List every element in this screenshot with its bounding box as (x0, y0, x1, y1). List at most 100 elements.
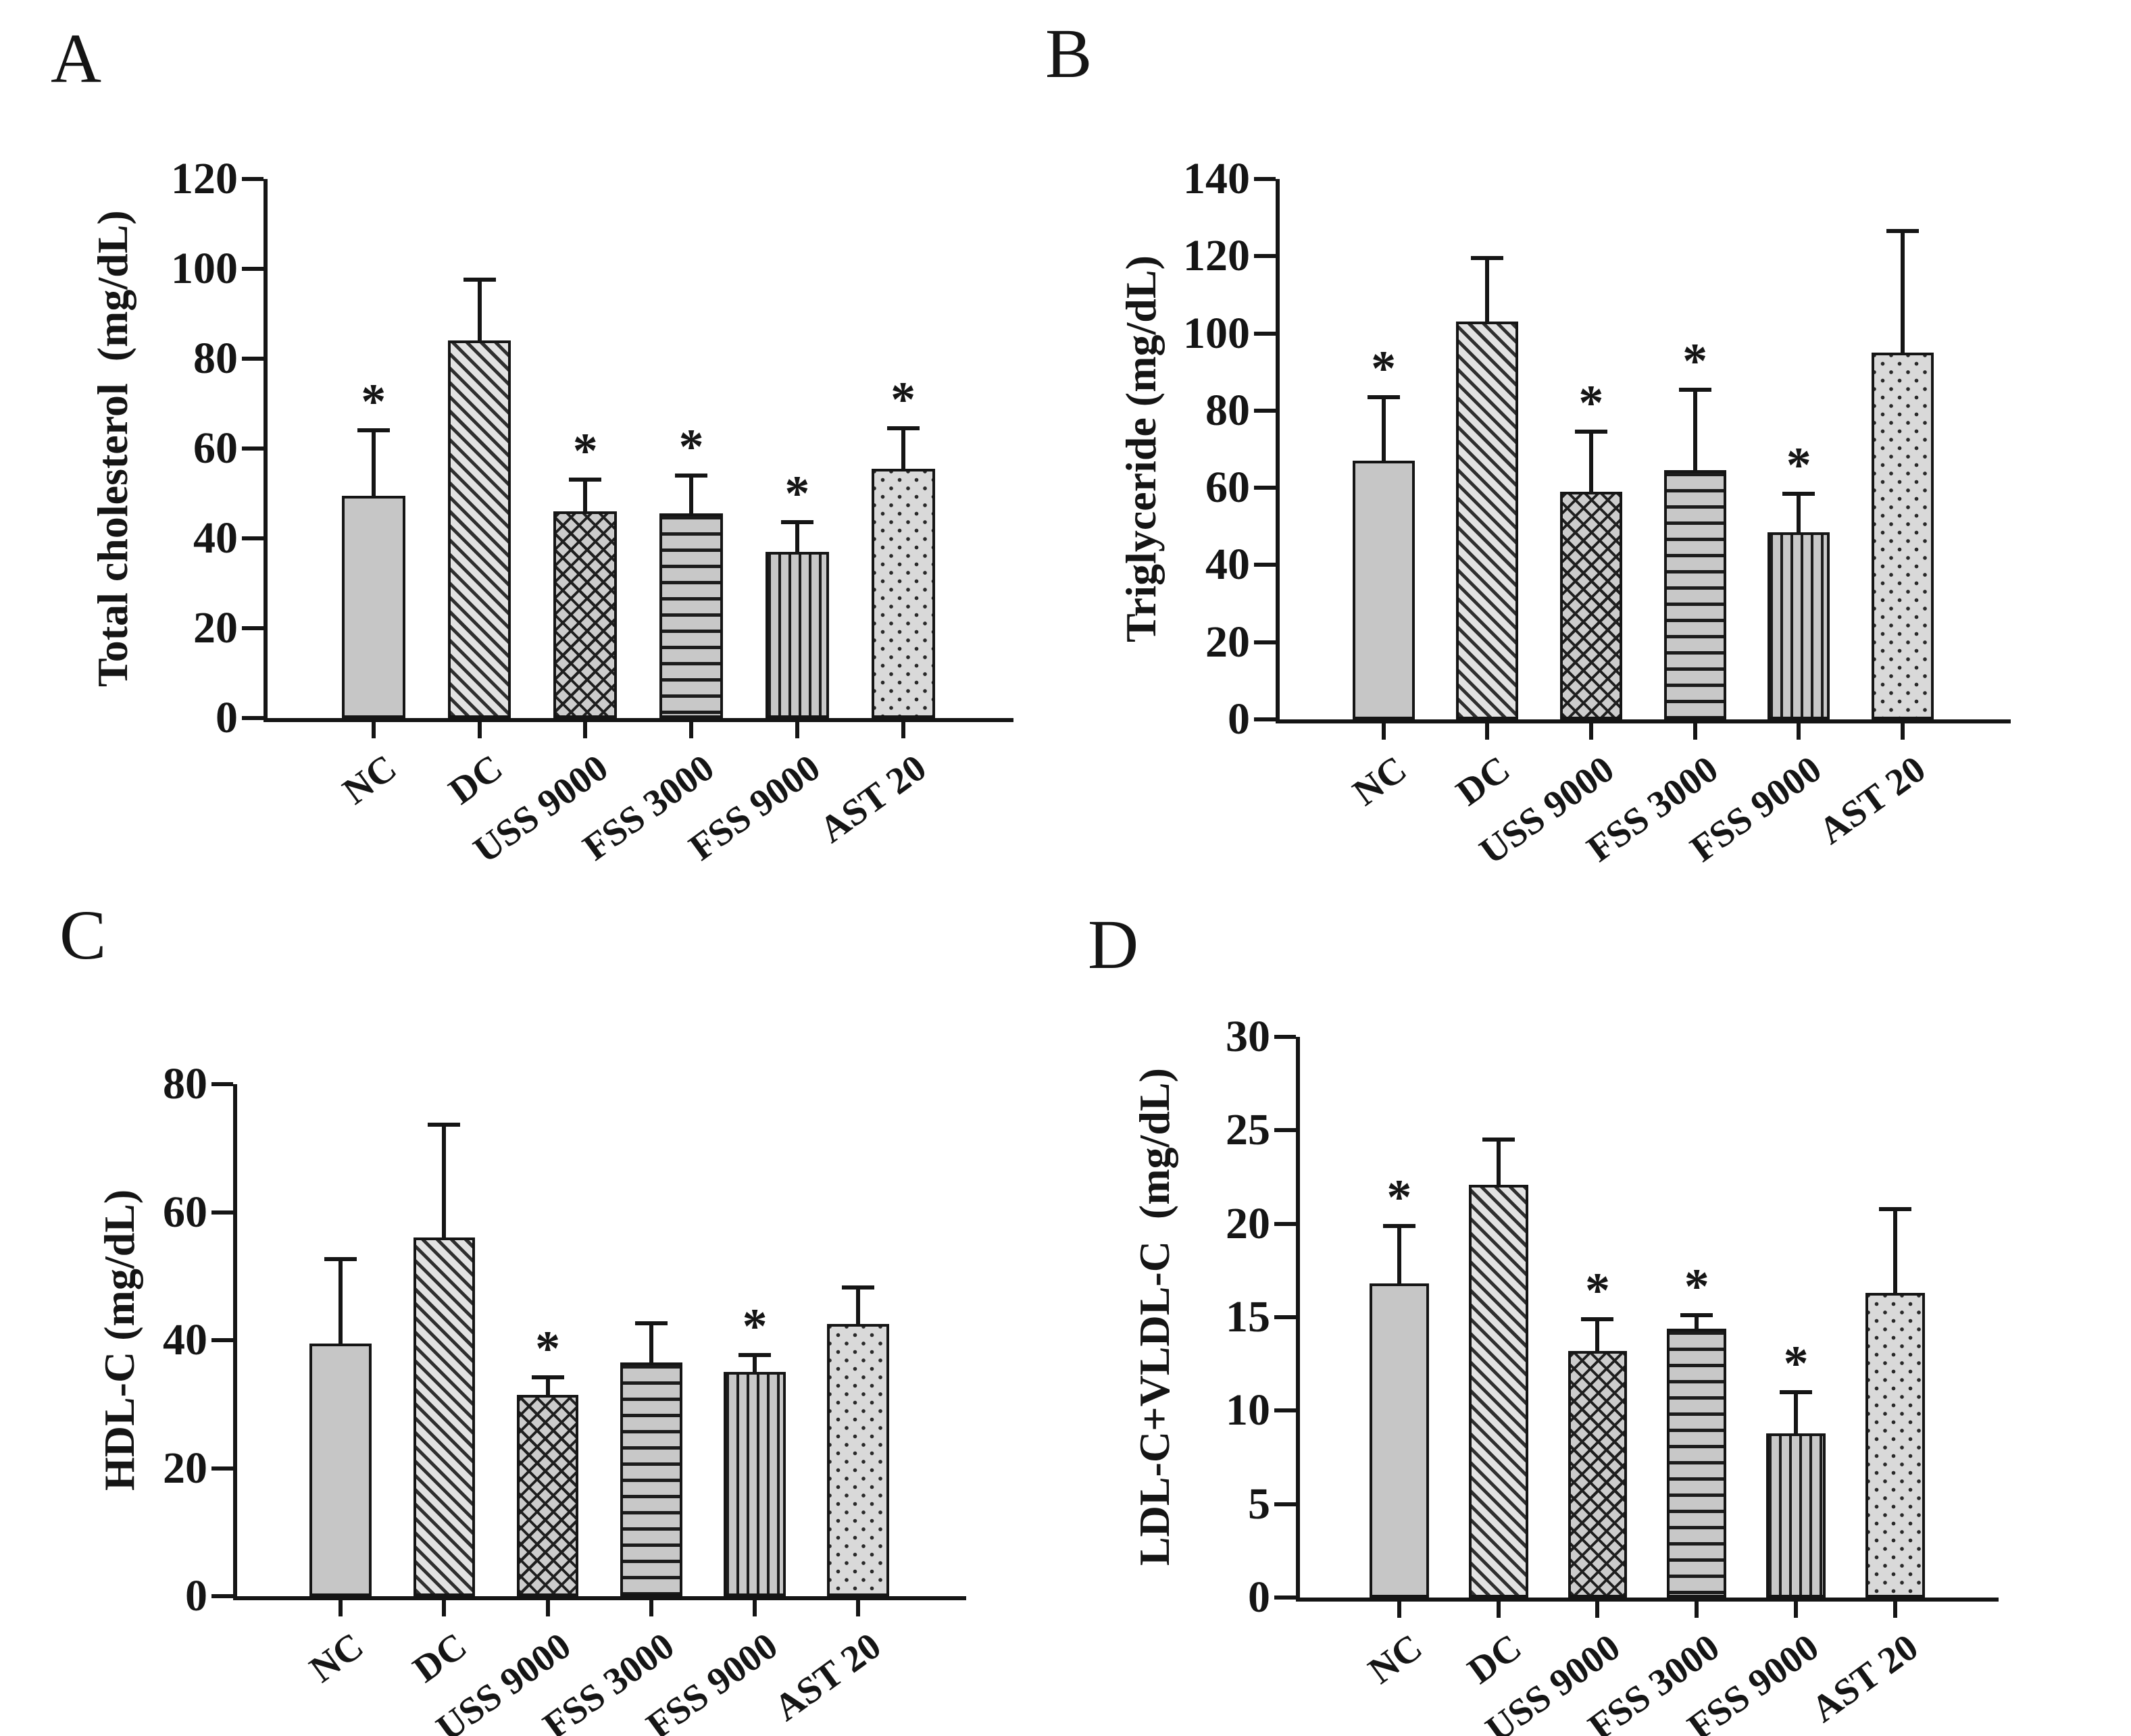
y-tick-label: 0 (185, 1571, 207, 1620)
significance-asterisk: * (1783, 1335, 1809, 1392)
error-bar-line (1797, 491, 1801, 535)
error-bar-line (371, 428, 376, 499)
y-tick-label: 10 (1226, 1385, 1270, 1435)
y-tick-label: 20 (1205, 617, 1250, 667)
error-bar-cap (1678, 387, 1711, 392)
y-tick-label: 0 (1248, 1573, 1270, 1622)
panel-D-ldl-vldl-c: D LDL-C+VLDL-C (mg/dL) 0 5 10 15 20 25 30 * NC DC… (1041, 868, 2131, 1736)
y-tick-label: 100 (171, 244, 238, 293)
x-tick-mark (583, 722, 588, 738)
y-tick-label: 0 (1228, 694, 1250, 744)
x-tick-mark (753, 1600, 757, 1616)
error-bar-line (477, 278, 482, 344)
significance-asterisk: * (1584, 1263, 1610, 1319)
error-bar-line (1900, 229, 1905, 356)
error-bar-line (545, 1375, 550, 1398)
x-tick-mark (649, 1600, 653, 1616)
error-bar-cap (1482, 1138, 1515, 1142)
panel-letter-A: A (51, 20, 102, 97)
y-tick-label: 120 (171, 154, 238, 203)
error-bar-line (753, 1352, 757, 1375)
error-bar-line (1794, 1389, 1799, 1436)
significance-asterisk: * (1578, 376, 1604, 432)
error-bar-line (339, 1256, 343, 1346)
y-tick-label: 80 (163, 1059, 207, 1108)
error-bar-cap (1886, 229, 1919, 234)
plot-area-total-cholesterol: 0 20 40 60 80 100 120 * NC DC * USS 9000 * FSS 3000 * F… (171, 154, 1013, 871)
bar-uss-9000 (1568, 1350, 1628, 1598)
y-tick-mark (1254, 177, 1276, 181)
bar-dc (1468, 1184, 1528, 1598)
bar-dc (413, 1237, 476, 1596)
error-bar-cap (569, 478, 602, 482)
bar-nc (1352, 461, 1415, 719)
error-bar-cap (1471, 256, 1504, 261)
x-tick-mark (477, 722, 482, 738)
significance-asterisk: * (361, 374, 386, 430)
bar-ast-20 (827, 1324, 890, 1596)
panel-letter-D: D (1088, 906, 1139, 984)
y-tick-mark (1254, 254, 1276, 259)
y-tick-mark (211, 1338, 233, 1342)
significance-asterisk: * (678, 419, 704, 475)
error-bar-line (649, 1321, 653, 1366)
panel-C-hdl-c: C HDL-C (mg/dL) 0 20 40 60 80 NC DC * USS 9000 FS… (0, 868, 1066, 1736)
error-bar-cap (675, 473, 708, 478)
error-bar-cap (531, 1375, 564, 1380)
y-tick-label: 140 (1183, 154, 1250, 203)
plot-area-ldl-vldl-c: 0 5 10 15 20 25 30 * NC DC * USS 9000 * FSS 3000 * FSS … (1226, 1012, 1999, 1736)
x-tick-mark (1588, 723, 1593, 740)
error-bar-cap (1780, 1389, 1813, 1394)
y-tick-mark (211, 1466, 233, 1471)
bar-ast-20 (1871, 353, 1934, 719)
error-bar-line (1381, 395, 1386, 464)
y-tick-mark (242, 177, 264, 181)
significance-asterisk: * (1786, 437, 1811, 493)
y-tick-label: 20 (163, 1443, 207, 1493)
x-tick-mark (1892, 1602, 1897, 1618)
panel-B-triglyceride: B Triglyceride (mg/dL) 0 20 40 60 80 100 120 14… (1013, 0, 2131, 873)
error-bar-cap (324, 1256, 357, 1261)
error-bar-line (442, 1122, 447, 1241)
error-bar-line (795, 520, 799, 555)
x-tick-mark (1693, 723, 1697, 740)
error-bar-cap (886, 426, 920, 430)
significance-asterisk: * (1682, 333, 1708, 389)
error-bar-cap (1680, 1313, 1713, 1318)
error-bar-cap (357, 428, 390, 433)
y-tick-label: 30 (1226, 1012, 1270, 1061)
error-bar-line (689, 473, 694, 517)
y-tick-mark (1254, 717, 1276, 721)
y-tick-mark (242, 446, 264, 451)
y-tick-mark (1274, 1502, 1296, 1506)
plot-area-triglyceride: 0 20 40 60 80 100 120 140 * NC DC * USS 9000 * FSS 300… (1183, 154, 2011, 873)
y-tick-label: 40 (193, 513, 238, 563)
y-tick-label: 60 (193, 424, 238, 473)
bar-nc (341, 495, 405, 718)
bar-fss-9000 (765, 551, 829, 718)
significance-asterisk: * (784, 466, 810, 522)
y-tick-label: 80 (193, 334, 238, 383)
error-bar-line (901, 426, 905, 471)
x-tick-mark (1595, 1602, 1600, 1618)
x-tick-mark (1695, 1602, 1699, 1618)
y-tick-label: 40 (1205, 540, 1250, 590)
error-bar-cap (634, 1321, 668, 1325)
x-tick-mark (1794, 1602, 1799, 1618)
y-tick-mark (1274, 1128, 1296, 1133)
y-tick-label: 5 (1248, 1479, 1270, 1529)
y-tick-mark (1274, 1035, 1296, 1039)
error-bar-line (1588, 430, 1593, 494)
x-tick-mark (1397, 1602, 1401, 1618)
x-tick-mark (1797, 723, 1801, 740)
y-tick-mark (1274, 1408, 1296, 1413)
bar-fss-9000 (1766, 1433, 1826, 1598)
y-tick-label: 20 (193, 603, 238, 653)
x-tick-mark (901, 722, 905, 738)
y-tick-label: 60 (163, 1187, 207, 1237)
error-bar-cap (1878, 1206, 1911, 1211)
y-tick-mark (1274, 1315, 1296, 1319)
x-tick-mark (856, 1600, 861, 1616)
y-tick-mark (1254, 408, 1276, 413)
